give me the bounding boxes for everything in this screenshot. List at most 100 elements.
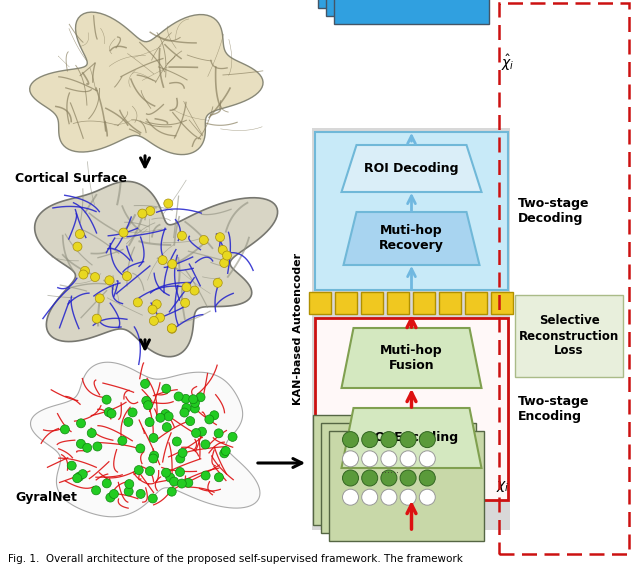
Circle shape: [76, 230, 84, 238]
Circle shape: [176, 454, 185, 463]
Bar: [309, 292, 331, 314]
Circle shape: [181, 394, 190, 403]
Polygon shape: [344, 212, 479, 265]
Circle shape: [214, 429, 223, 438]
Text: Fig. 1.  Overall architecture of the proposed self-supervised framework. The fra: Fig. 1. Overall architecture of the prop…: [8, 554, 463, 564]
Circle shape: [342, 432, 358, 448]
Circle shape: [92, 486, 100, 495]
Circle shape: [196, 393, 205, 402]
Circle shape: [143, 401, 152, 410]
Text: Muti-hop
Fusion: Muti-hop Fusion: [380, 344, 443, 372]
Circle shape: [73, 474, 82, 483]
Circle shape: [150, 451, 159, 460]
Circle shape: [118, 436, 127, 446]
Circle shape: [210, 411, 219, 420]
Circle shape: [362, 451, 378, 467]
Circle shape: [190, 404, 199, 413]
Circle shape: [228, 432, 237, 442]
Circle shape: [119, 228, 128, 237]
Circle shape: [419, 489, 435, 505]
Circle shape: [186, 417, 195, 426]
Circle shape: [167, 487, 176, 496]
Circle shape: [419, 451, 435, 467]
Circle shape: [221, 447, 230, 456]
Circle shape: [133, 298, 142, 307]
Circle shape: [419, 432, 435, 448]
Text: ROI Decoding: ROI Decoding: [364, 162, 459, 175]
Text: Selective
Reconstruction
Loss: Selective Reconstruction Loss: [519, 315, 619, 357]
Circle shape: [156, 413, 165, 422]
Circle shape: [213, 278, 222, 287]
Bar: [315, 132, 508, 290]
Circle shape: [174, 392, 183, 401]
Circle shape: [201, 440, 210, 449]
Bar: [334, 0, 489, 24]
Circle shape: [175, 468, 184, 476]
Circle shape: [172, 437, 181, 446]
Circle shape: [87, 428, 96, 438]
Circle shape: [142, 397, 151, 405]
Circle shape: [223, 251, 232, 260]
Text: ......: ......: [381, 465, 399, 475]
Bar: [315, 318, 508, 500]
Circle shape: [161, 410, 170, 419]
Bar: [465, 292, 487, 314]
Text: Two-stage
Decoding: Two-stage Decoding: [518, 197, 589, 225]
Bar: [439, 292, 461, 314]
Circle shape: [78, 469, 87, 479]
Circle shape: [93, 442, 102, 451]
Circle shape: [109, 489, 118, 498]
Circle shape: [381, 489, 397, 505]
Circle shape: [216, 233, 225, 242]
Circle shape: [90, 273, 100, 282]
Circle shape: [145, 467, 154, 476]
Circle shape: [381, 432, 397, 448]
Polygon shape: [29, 12, 263, 155]
Circle shape: [180, 298, 189, 307]
Circle shape: [164, 199, 173, 208]
Circle shape: [134, 465, 143, 475]
Circle shape: [152, 300, 161, 309]
Circle shape: [400, 470, 416, 486]
Circle shape: [381, 451, 397, 467]
Circle shape: [75, 472, 84, 481]
Circle shape: [92, 314, 101, 323]
Bar: [515, 295, 623, 377]
Polygon shape: [342, 328, 481, 388]
Circle shape: [161, 468, 170, 477]
Circle shape: [400, 489, 416, 505]
Circle shape: [102, 395, 111, 404]
Bar: [321, 423, 476, 533]
Circle shape: [182, 283, 191, 292]
Circle shape: [190, 286, 199, 295]
Circle shape: [177, 231, 186, 240]
Circle shape: [124, 418, 133, 426]
Text: $\hat{\chi}_i$: $\hat{\chi}_i$: [501, 53, 515, 73]
Bar: [329, 431, 484, 541]
Bar: [313, 415, 468, 525]
Circle shape: [199, 236, 208, 245]
Circle shape: [95, 294, 104, 303]
Circle shape: [214, 473, 223, 482]
Circle shape: [205, 415, 214, 424]
Circle shape: [149, 434, 158, 443]
Circle shape: [156, 313, 164, 322]
Circle shape: [400, 432, 416, 448]
Circle shape: [124, 487, 133, 496]
Circle shape: [163, 423, 172, 432]
Text: Cortical Surface: Cortical Surface: [15, 171, 127, 184]
Circle shape: [362, 432, 378, 448]
Text: $\chi_i$: $\chi_i$: [496, 479, 509, 493]
Circle shape: [148, 305, 157, 314]
Circle shape: [105, 276, 114, 284]
Circle shape: [180, 408, 189, 417]
Bar: [491, 292, 513, 314]
Bar: [387, 292, 409, 314]
Circle shape: [201, 471, 210, 480]
Circle shape: [81, 266, 90, 275]
Circle shape: [177, 479, 186, 488]
Text: Two-stage
Encoding: Two-stage Encoding: [518, 395, 589, 423]
Circle shape: [128, 408, 137, 417]
Circle shape: [107, 409, 116, 418]
Circle shape: [146, 207, 155, 216]
